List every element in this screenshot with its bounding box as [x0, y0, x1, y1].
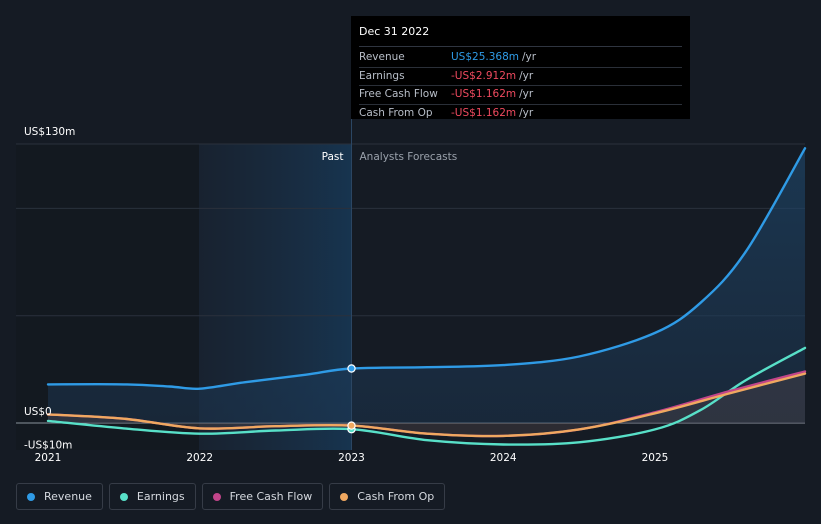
- legend-dot-icon: [340, 492, 349, 501]
- earnings-line: [46, 346, 807, 446]
- tooltip-row-earnings: Earnings -US$2.912m /yr: [359, 68, 682, 86]
- y-tick-label: US$0: [24, 406, 52, 418]
- past-label: Past: [322, 151, 344, 163]
- tooltip-row-revenue: Revenue US$25.368m /yr: [359, 49, 682, 68]
- tooltip-title: Dec 31 2022: [359, 24, 682, 47]
- cash-from-op-marker: [347, 421, 356, 430]
- tooltip-value: US$25.368m: [451, 51, 519, 63]
- legend-item-earnings[interactable]: Earnings: [108, 483, 196, 510]
- x-tick-label: 2024: [490, 452, 517, 464]
- tooltip: Dec 31 2022 Revenue US$25.368m /yr Earni…: [351, 16, 690, 119]
- cash-from-op-area: [48, 373, 805, 437]
- tooltip-label: Cash From Op: [359, 106, 433, 119]
- legend-item-revenue[interactable]: Revenue: [16, 483, 103, 510]
- x-tick-label: 2021: [35, 452, 62, 464]
- legend-dot-icon: [27, 492, 35, 501]
- legend-dot-icon: [212, 492, 221, 501]
- series-lines: [46, 147, 807, 446]
- forecast-label: Analysts Forecasts: [360, 151, 458, 163]
- y-tick-label: US$130m: [24, 126, 75, 138]
- legend-label: Earnings: [136, 490, 185, 503]
- y-axis-labels: US$130m US$0 -US$10m: [24, 126, 75, 451]
- legend-label: Revenue: [44, 490, 92, 503]
- tooltip-unit: /yr: [519, 88, 534, 100]
- x-axis-labels: 2021 2022 2023 2024 2025: [35, 452, 669, 464]
- legend-label: Cash From Op: [357, 490, 435, 503]
- tooltip-label: Free Cash Flow: [359, 88, 438, 100]
- legend-dot-icon: [119, 492, 128, 501]
- hover-markers: [347, 364, 356, 434]
- x-tick-label: 2022: [186, 452, 213, 464]
- tooltip-label: Earnings: [359, 69, 405, 82]
- tooltip-label: Revenue: [359, 51, 405, 63]
- tooltip-value: -US$1.162m: [451, 106, 517, 119]
- tooltip-row-free-cash-flow: Free Cash Flow -US$1.162m /yr: [359, 86, 682, 105]
- revenue-marker: [347, 364, 356, 373]
- x-tick-label: 2025: [642, 452, 669, 464]
- revenue-area: [48, 148, 805, 424]
- tooltip-row-cash-from-op: Cash From Op -US$1.162m /yr: [359, 105, 682, 123]
- legend-item-cash-from-op[interactable]: Cash From Op: [329, 483, 446, 510]
- tooltip-unit: /yr: [519, 69, 534, 82]
- x-tick-label: 2023: [338, 452, 365, 464]
- series-areas: [48, 148, 805, 437]
- tooltip-unit: /yr: [522, 51, 537, 63]
- legend-label: Free Cash Flow: [229, 490, 313, 503]
- tooltip-value: -US$1.162m: [451, 88, 517, 100]
- legend-item-free-cash-flow[interactable]: Free Cash Flow: [201, 483, 324, 510]
- y-tick-label: -US$10m: [24, 439, 72, 451]
- tooltip-unit: /yr: [519, 106, 534, 119]
- revenue-line: [46, 147, 807, 391]
- cash-from-op-line: [46, 372, 807, 438]
- legend: Revenue Earnings Free Cash Flow Cash Fro…: [16, 483, 446, 510]
- tooltip-value: -US$2.912m: [451, 69, 517, 82]
